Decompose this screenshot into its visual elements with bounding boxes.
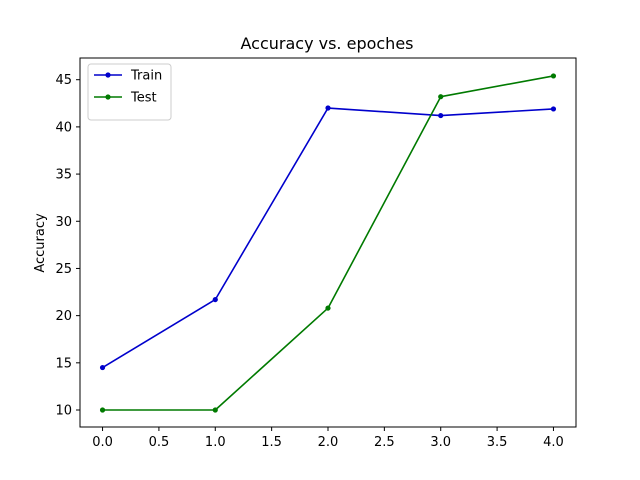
y-tick-label: 35 bbox=[55, 168, 72, 183]
data-point-train bbox=[438, 112, 444, 119]
y-axis-label: Accuracy bbox=[33, 213, 48, 273]
y-tick-label: 20 bbox=[55, 309, 72, 324]
x-tick-label: 0.5 bbox=[149, 435, 170, 450]
x-tick-label: 2.5 bbox=[374, 435, 395, 450]
legend-marker-train bbox=[105, 72, 111, 78]
data-point-test bbox=[438, 94, 444, 100]
legend-label-train: Train bbox=[130, 69, 162, 84]
y-tick-label: 15 bbox=[55, 356, 72, 371]
data-point-train bbox=[325, 105, 331, 111]
data-point-train bbox=[212, 296, 218, 303]
y-tick-label: 30 bbox=[55, 215, 72, 230]
y-tick-label: 45 bbox=[55, 73, 72, 88]
plot-area bbox=[99, 73, 557, 413]
x-tick-label: 1.0 bbox=[205, 435, 226, 450]
legend-box bbox=[87, 63, 172, 121]
data-point-test bbox=[550, 73, 557, 79]
legend-label-test: Test bbox=[130, 91, 157, 106]
x-tick-label: 2.0 bbox=[318, 435, 339, 450]
data-point-train bbox=[550, 106, 557, 112]
y-tick-label: 40 bbox=[55, 120, 72, 135]
y-tick-label: 10 bbox=[55, 404, 72, 419]
y-tick-label: 25 bbox=[55, 262, 72, 277]
legend-marker-test bbox=[105, 94, 111, 100]
x-axis-ticks: 0.0 0.5 1.0 1.5 2.0 2.5 3.0 3.5 4.0 bbox=[92, 427, 564, 450]
x-tick-label: 4.0 bbox=[543, 435, 564, 450]
data-point-test bbox=[325, 305, 331, 311]
series-line-test bbox=[102, 75, 554, 411]
x-tick-label: 3.0 bbox=[430, 435, 451, 450]
x-tick-label: 1.5 bbox=[261, 435, 282, 450]
data-point-test bbox=[99, 407, 106, 413]
legend: Train Test bbox=[87, 63, 172, 121]
x-tick-label: 3.5 bbox=[487, 435, 508, 450]
data-point-train bbox=[99, 364, 106, 371]
x-tick-label: 0.0 bbox=[92, 435, 113, 450]
y-axis-ticks: 10 15 20 25 30 35 40 45 bbox=[55, 73, 80, 419]
series-line-train bbox=[102, 107, 554, 369]
chart-title: Accuracy vs. epoches bbox=[240, 34, 413, 53]
data-point-test bbox=[212, 407, 218, 413]
